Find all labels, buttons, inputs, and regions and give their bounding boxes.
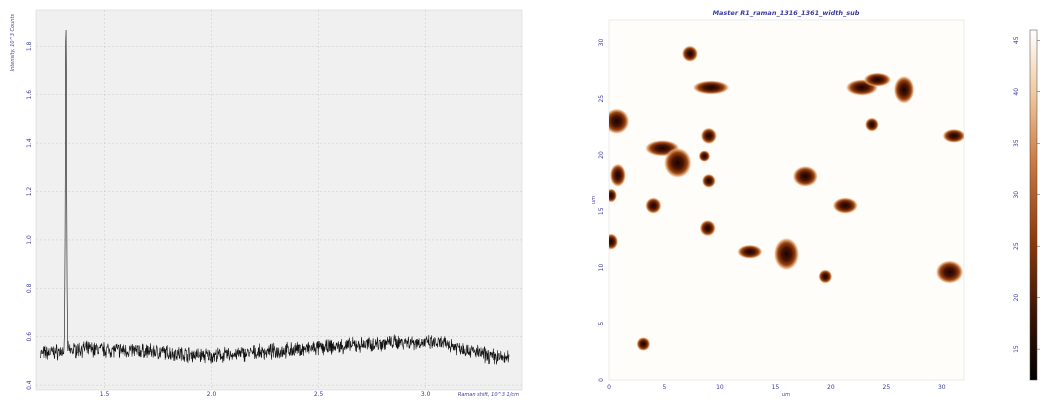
map-x-tick-label: 20 xyxy=(827,384,835,391)
map-spot xyxy=(818,269,833,284)
map-spot xyxy=(701,173,716,188)
spectrum-y-tick-label: 1.0 xyxy=(26,235,33,245)
map-spot xyxy=(863,72,892,87)
map-svg: Master R1_raman_1316_1361_width_sub 0 5 10… xyxy=(591,9,1040,398)
spectrum-x-tick-label: 2.5 xyxy=(314,391,324,398)
spectrum-y-tick-label: 1.6 xyxy=(26,90,33,100)
spectrum-y-tick-label: 0.6 xyxy=(26,332,33,342)
map-spot xyxy=(864,117,879,132)
map-y-tick-label: 0 xyxy=(598,378,605,382)
map-x-ticks: 0 5 10 15 20 25 30 xyxy=(607,384,946,391)
map-y-tick-label: 25 xyxy=(598,95,605,103)
map-spot xyxy=(699,219,716,237)
map-y-tick-label: 15 xyxy=(598,207,605,215)
map-y-tick-label: 30 xyxy=(598,39,605,47)
spectrum-y-tick-label: 1.4 xyxy=(26,138,33,148)
map-x-tick-label: 30 xyxy=(938,384,946,391)
map-y-tick-label: 20 xyxy=(598,151,605,159)
map-x-tick-label: 10 xyxy=(716,384,724,391)
spectrum-x-ticks: 1.5 2.0 2.5 3.0 xyxy=(100,391,431,398)
spectrum-y-tick-label: 1.2 xyxy=(26,187,33,197)
spectrum-x-tick-label: 1.5 xyxy=(100,391,110,398)
map-y-ticks: 0 5 10 15 20 25 30 xyxy=(598,39,605,382)
colorbar-tick-label: 30 xyxy=(1013,191,1020,199)
map-title: Master R1_raman_1316_1361_width_sub xyxy=(713,9,860,17)
colorbar-tick-label: 40 xyxy=(1013,88,1020,96)
spectrum-svg: 1.5 2.0 2.5 3.0 0.4 0.6 0.8 1.0 1.2 1.4 1.6 1.8 Ra… xyxy=(10,9,523,398)
map-spot xyxy=(692,80,730,95)
colorbar-tick-label: 25 xyxy=(1013,242,1020,250)
spectrum-grid xyxy=(36,10,522,390)
colorbar-tick-label: 35 xyxy=(1013,139,1020,147)
map-spot xyxy=(681,45,699,63)
map-spots xyxy=(609,45,964,352)
spectrum-y-ticks: 0.4 0.6 0.8 1.0 1.2 1.4 1.6 1.8 xyxy=(26,41,33,390)
map-spot xyxy=(792,165,819,188)
map-spot xyxy=(832,197,859,214)
map-spot xyxy=(942,128,964,143)
spectrum-series-line xyxy=(40,30,510,365)
map-spot xyxy=(700,127,717,145)
map-x-tick-label: 0 xyxy=(607,384,611,391)
raman-spectrum-chart: 1.5 2.0 2.5 3.0 0.4 0.6 0.8 1.0 1.2 1.4 1.6 1.8 Ra… xyxy=(10,9,523,398)
map-spot xyxy=(663,147,692,179)
colorbar-ticks: 15 20 25 30 35 40 45 xyxy=(1013,36,1040,353)
spectrum-y-tick-label: 1.8 xyxy=(26,41,33,51)
colorbar-tick-label: 20 xyxy=(1013,294,1020,302)
map-spot xyxy=(935,260,964,284)
map-spot xyxy=(773,237,800,271)
map-spot xyxy=(893,75,915,104)
map-spot xyxy=(609,188,618,203)
map-x-tick-label: 25 xyxy=(883,384,891,391)
map-spot xyxy=(609,233,619,250)
map-y-tick-label: 10 xyxy=(598,264,605,272)
spectrum-x-tick-label: 3.0 xyxy=(421,391,431,398)
spectrum-y-tick-label: 0.4 xyxy=(26,380,33,390)
map-y-axis-label: um xyxy=(591,196,597,204)
map-spot xyxy=(698,150,711,163)
map-spot xyxy=(609,108,630,135)
map-x-axis-label: um xyxy=(782,392,790,398)
map-spot xyxy=(609,163,627,188)
raman-width-map-chart: Master R1_raman_1316_1361_width_sub 0 5 10… xyxy=(533,0,1043,398)
map-spot xyxy=(645,197,662,214)
spectrum-x-tick-label: 2.0 xyxy=(207,391,217,398)
map-x-tick-label: 5 xyxy=(663,384,667,391)
colorbar xyxy=(1029,29,1038,381)
spectrum-x-axis-label: Raman shift, 10^3 1/cm xyxy=(458,392,519,398)
spectrum-y-tick-label: 0.8 xyxy=(26,283,33,293)
spectrum-plot-area xyxy=(35,9,523,391)
colorbar-tick-label: 15 xyxy=(1013,345,1020,353)
map-x-tick-label: 15 xyxy=(772,384,780,391)
map-plot-area xyxy=(608,19,965,381)
colorbar-tick-label: 45 xyxy=(1013,36,1020,44)
spectrum-y-axis-label: Intensity, 10^3 Counts xyxy=(10,14,16,72)
map-y-tick-label: 5 xyxy=(598,322,605,326)
map-spot xyxy=(636,336,651,352)
map-spot xyxy=(737,244,763,259)
